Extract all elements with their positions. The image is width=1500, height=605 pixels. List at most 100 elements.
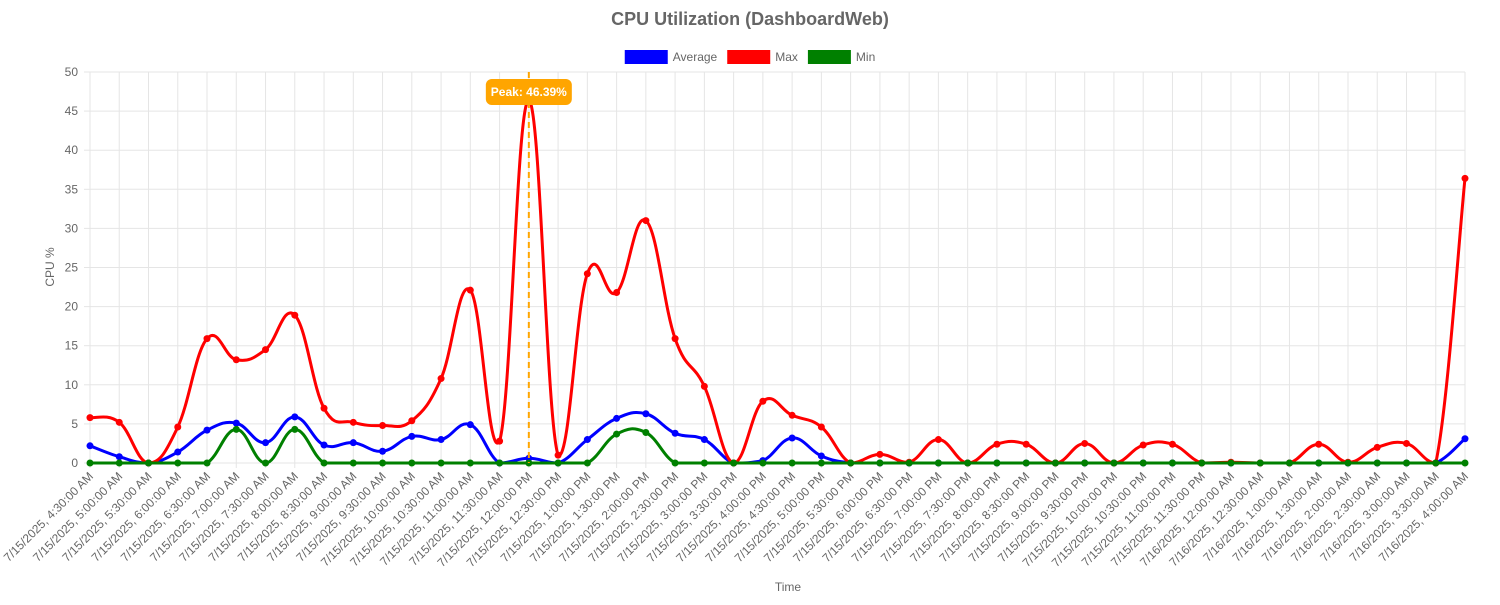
data-point-max [876, 450, 884, 458]
chart-legend[interactable]: Average Max Min [624, 50, 876, 64]
data-point-average [379, 447, 387, 455]
data-point-average [671, 429, 679, 437]
y-tick-label: 5 [71, 417, 78, 431]
data-point-min [993, 459, 1001, 467]
peak-annotation: Peak: 46.39% [485, 72, 572, 463]
data-point-max [1461, 174, 1469, 182]
data-point-max [115, 418, 123, 426]
data-point-min [1168, 459, 1176, 467]
data-point-min [291, 425, 299, 433]
legend-item-average[interactable]: Average [624, 50, 718, 64]
y-tick-label: 15 [65, 339, 79, 353]
legend-swatch-min [807, 50, 851, 64]
data-point-average [320, 441, 328, 449]
data-point-max [86, 414, 94, 422]
data-point-max [379, 421, 387, 429]
data-point-min [613, 430, 621, 438]
y-tick-label: 35 [65, 182, 79, 196]
series-max [86, 96, 1469, 467]
legend-item-max[interactable]: Max [727, 50, 798, 64]
data-point-max [1139, 441, 1147, 449]
peak-label: Peak: 46.39% [491, 85, 567, 99]
data-point-min [349, 459, 357, 467]
data-point-max [1168, 440, 1176, 448]
legend-item-min[interactable]: Min [807, 50, 875, 64]
data-point-max [700, 382, 708, 390]
chart-grid [89, 71, 1466, 464]
data-point-min [115, 459, 123, 467]
data-point-min [203, 459, 211, 467]
data-point-min [788, 459, 796, 467]
x-axis-label: Time [775, 580, 802, 594]
legend-label-min: Min [856, 50, 875, 64]
data-point-min [1081, 459, 1089, 467]
y-tick-label: 25 [65, 261, 79, 275]
data-point-max [934, 436, 942, 444]
series-min [86, 425, 1469, 467]
data-point-min [700, 459, 708, 467]
series-lines [86, 96, 1469, 467]
data-point-average [583, 436, 591, 444]
data-point-max [642, 217, 650, 225]
data-point-min [1051, 459, 1059, 467]
y-axis-label: CPU % [43, 247, 57, 287]
data-point-min [1373, 459, 1381, 467]
data-point-max [496, 437, 504, 445]
legend-label-average: Average [673, 50, 718, 64]
data-point-min [1285, 459, 1293, 467]
data-point-max [349, 418, 357, 426]
data-point-max [232, 356, 240, 364]
peak-label-box [485, 79, 572, 105]
data-point-min [408, 459, 416, 467]
data-point-average [174, 448, 182, 456]
legend-label-max: Max [775, 50, 798, 64]
data-point-min [86, 459, 94, 467]
series-average [86, 410, 1469, 467]
data-point-average [1461, 435, 1469, 443]
y-tick-label: 20 [65, 300, 79, 314]
data-point-min [1022, 459, 1030, 467]
data-point-average [408, 432, 416, 440]
y-tick-label: 45 [65, 104, 79, 118]
data-point-average [817, 452, 825, 460]
data-point-average [700, 436, 708, 444]
data-point-min [1198, 459, 1206, 467]
data-point-max [1402, 439, 1410, 447]
y-tick-label: 40 [65, 143, 79, 157]
data-point-max [671, 335, 679, 343]
data-point-min [437, 459, 445, 467]
data-point-average [788, 434, 796, 442]
data-point-max [203, 335, 211, 343]
data-point-max [408, 417, 416, 425]
chart-title: CPU Utilization (DashboardWeb) [611, 9, 889, 29]
data-point-min [379, 459, 387, 467]
data-point-min [232, 425, 240, 433]
data-point-max [788, 411, 796, 419]
data-point-min [730, 459, 738, 467]
data-point-max [1081, 439, 1089, 447]
data-point-min [759, 459, 767, 467]
data-point-max [291, 311, 299, 319]
data-point-max [466, 286, 474, 294]
data-point-min [466, 459, 474, 467]
data-point-min [847, 459, 855, 467]
data-point-average [203, 426, 211, 434]
data-point-min [496, 459, 504, 467]
legend-swatch-max [727, 50, 771, 64]
legend-swatch-average [624, 50, 668, 64]
data-point-average [613, 414, 621, 422]
data-point-max [583, 270, 591, 278]
data-point-average [115, 453, 123, 461]
data-point-min [1432, 459, 1440, 467]
data-point-min [934, 459, 942, 467]
data-point-min [1256, 459, 1264, 467]
data-point-min [1315, 459, 1323, 467]
data-point-average [86, 442, 94, 450]
data-point-average [262, 439, 270, 447]
data-point-min [145, 459, 153, 467]
data-point-max [262, 346, 270, 354]
data-point-min [1402, 459, 1410, 467]
data-point-max [437, 375, 445, 383]
